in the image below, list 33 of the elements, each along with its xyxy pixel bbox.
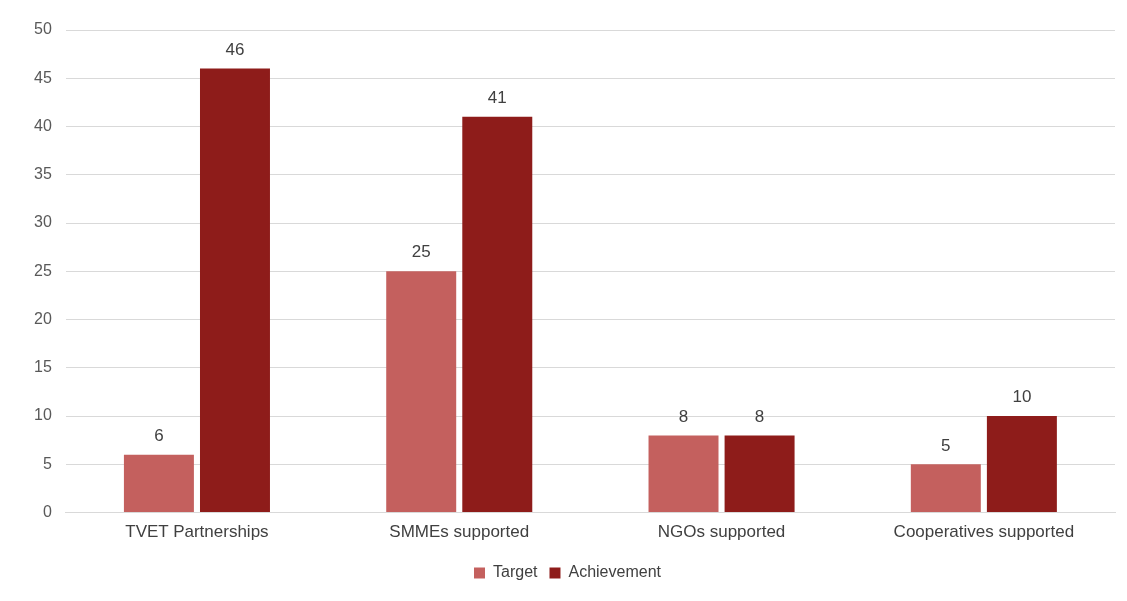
y-tick-label: 15 (34, 358, 52, 376)
bar (986, 416, 1057, 513)
y-tick-label: 5 (42, 454, 52, 472)
y-tick-label: 40 (34, 116, 52, 134)
bar (910, 464, 981, 513)
legend-label: Target (493, 563, 539, 581)
bar (199, 68, 270, 513)
bar (123, 454, 194, 513)
bar (648, 435, 719, 513)
bar (724, 435, 795, 513)
data-label: 6 (154, 425, 164, 445)
y-tick-label: 50 (34, 20, 52, 38)
y-tick-label: 35 (34, 165, 52, 183)
data-label: 8 (754, 406, 765, 426)
bar (462, 116, 533, 513)
data-label: 25 (411, 242, 431, 262)
y-tick-label: 25 (34, 261, 52, 279)
y-tick-label: 0 (42, 503, 52, 521)
y-tick-label: 20 (34, 309, 52, 327)
data-label: 10 (1012, 387, 1032, 407)
x-tick-label: TVET Partnerships (125, 522, 269, 542)
data-label: 46 (225, 39, 245, 59)
x-tick-label: SMMEs supported (389, 522, 530, 542)
bar (386, 271, 457, 513)
data-label: 5 (941, 435, 951, 455)
x-tick-label: Cooperatives supported (893, 522, 1075, 542)
y-tick-label: 10 (34, 406, 52, 424)
data-label: 8 (678, 406, 689, 426)
y-tick-label: 45 (34, 68, 52, 86)
data-label: 41 (487, 88, 507, 108)
y-tick-label: 30 (34, 213, 52, 231)
x-tick-label: NGOs supported (657, 522, 786, 542)
legend-label: Achievement (568, 563, 662, 581)
